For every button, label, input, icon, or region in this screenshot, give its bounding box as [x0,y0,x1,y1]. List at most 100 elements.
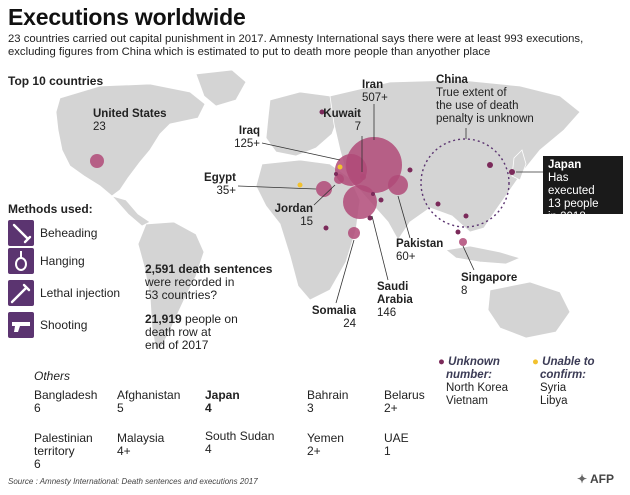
japan-callout-title: Japan [548,159,582,171]
label-jordan-name: Jordan [274,203,313,215]
leader-somalia [335,239,355,304]
japan-marker [509,169,515,175]
noose-icon [8,248,34,274]
legend-unknown-country2: Vietnam [446,395,488,407]
label-kuwait-value: 7 [354,121,361,133]
afp-logo: ✦ AFP [577,472,614,486]
label-iran-value: 507+ [362,92,388,104]
other-malaysia: Malaysia 4+ [117,432,164,458]
label-singapore-name: Singapore [461,272,518,284]
legend-unconfirmed-country1: Syria [540,382,567,394]
other-value: 6 [34,401,41,415]
legend-unknown-country1: North Korea [446,382,509,394]
land-central-america [110,195,151,227]
label-singapore: Singapore 8 [461,272,517,298]
method-beheading-label: Beheading [40,226,98,240]
label-china-name: China [436,74,468,86]
dot-uae [378,197,384,203]
label-kuwait-name: Kuwait [323,108,361,120]
label-saudi-name: Saudi [377,281,409,293]
label-us-value: 23 [93,121,106,133]
stat-deathrow-line2: end of 2017 [145,338,209,352]
land-greenland [195,69,247,107]
other-value: 6 [34,457,41,471]
page-title: Executions worldwide [8,4,246,30]
legend-unconfirmed-title2: confirm: [540,369,586,381]
land-australia [487,281,571,339]
other-belarus: Belarus 2+ [384,389,425,415]
other-name: Afghanistan [117,388,181,402]
label-egypt: Egypt 35+ [198,172,236,198]
label-china-line1: True extent of [436,87,507,99]
dot-bangladesh [435,201,441,207]
legend-unknown: ● Unknown number: North Korea Vietnam [438,356,509,407]
dot-syria [337,164,343,170]
dot-south-sudan [323,225,329,231]
label-jordan-value: 15 [300,216,313,228]
dot-libya [297,182,303,188]
stat-deathrow-line1: death row at [145,325,212,339]
other-bangladesh: Bangladesh 6 [34,389,97,415]
label-saudi: Saudi Arabia 146 [377,281,413,320]
other-name: Bahrain [307,388,349,402]
other-yemen: Yemen 2+ [307,432,344,458]
dot-malaysia [455,229,461,235]
japan-callout-line1: Has executed [548,172,595,197]
other-uae: UAE 1 [384,432,409,458]
stat-deathrow-number: 21,919 [145,312,182,326]
land-indonesia [445,245,522,265]
label-iraq-value: 125+ [234,138,260,150]
other-bahrain: Bahrain 3 [307,389,348,415]
label-iran-name: Iran [362,79,384,91]
afp-logo-text: AFP [589,472,614,486]
label-kuwait: Kuwait 7 [321,108,361,134]
label-singapore-value: 8 [461,285,468,297]
other-value: 1 [384,444,391,458]
other-value: 5 [117,401,124,415]
label-somalia-value: 24 [343,318,356,330]
source-note: Source : Amnesty International: Death se… [8,477,258,486]
stat-deathrow-suffix: people on [181,312,238,326]
sword-icon [8,220,34,246]
leader-egypt [237,185,317,190]
japan-callout-line3: in 2018 [548,211,586,223]
other-value: 4+ [117,444,131,458]
legend-unconfirmed-country2: Libya [540,395,568,407]
other-south-sudan: South Sudan 4 [205,430,274,456]
legend-unknown-title1: Unknown [448,356,500,368]
label-jordan: Jordan 15 [273,203,313,229]
dot-palestine [334,172,338,176]
legend-unknown-title2: number: [446,369,492,381]
label-china-line3: penalty is unknown [436,113,534,125]
leader-singapore [462,245,475,271]
stat-death-sentences: 2,591 death sentences were recorded in 5… [145,263,272,302]
other-value: 4 [205,401,212,415]
label-china: China True extent of the use of death pe… [436,74,534,126]
bubble-somalia [348,227,360,239]
dot-afghanistan [407,167,413,173]
leader-saudi [371,215,389,281]
legend-unconfirmed-title1: Unable to [542,356,595,368]
label-china-line2: the use of death [436,100,519,112]
bubble-saudi [343,185,377,219]
stat-sentences-line1: were recorded in [145,275,235,289]
label-saudi-value: 146 [377,307,397,319]
other-name: South Sudan [205,429,275,443]
other-value: 3 [307,401,314,415]
china-circle [420,138,510,228]
other-name: Bangladesh [34,388,98,402]
label-pakistan: Pakistan 60+ [396,238,443,264]
japan-callout-line2: 13 people [548,198,599,210]
stat-death-row: 21,919 people on death row at end of 201… [145,313,238,352]
label-egypt-name: Egypt [204,172,236,184]
other-name: UAE [384,431,409,445]
gun-icon [8,312,34,338]
other-name: Japan [205,388,240,402]
dot-north-korea [487,162,493,168]
other-value: 2+ [384,401,398,415]
label-us-name: United States [93,108,167,120]
other-value: 2+ [307,444,321,458]
label-pakistan-value: 60+ [396,251,416,263]
leader-jordan [313,184,336,206]
other-name: Yemen [307,431,344,445]
